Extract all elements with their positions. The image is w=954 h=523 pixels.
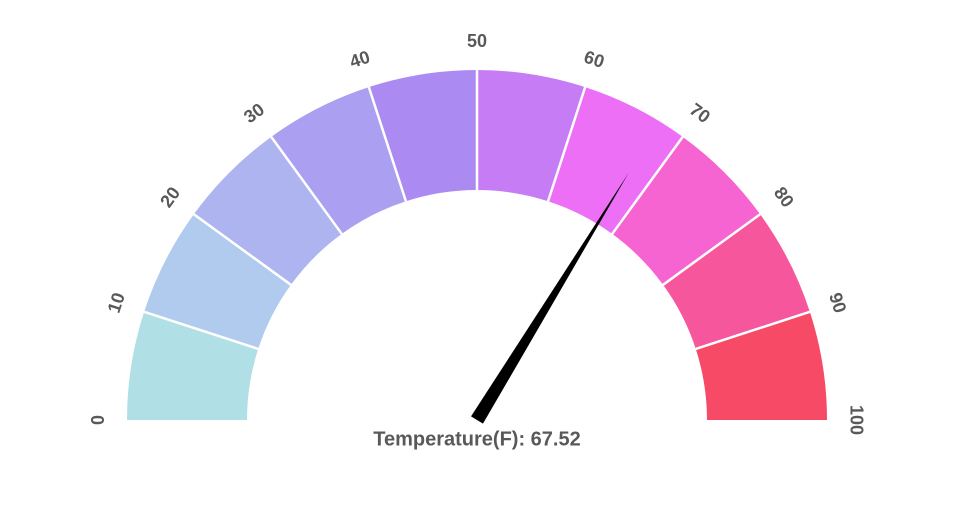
gauge-tick-label: 60 bbox=[582, 47, 607, 72]
gauge-needle bbox=[471, 173, 629, 424]
gauge-tick-label: 70 bbox=[686, 99, 714, 127]
gauge-tick-label: 40 bbox=[347, 47, 372, 72]
gauge-tick-label: 80 bbox=[770, 183, 798, 211]
gauge-tick-label: 0 bbox=[88, 415, 108, 425]
gauge-tick-label: 100 bbox=[846, 405, 866, 435]
gauge-value-label: Temperature(F): 67.52 bbox=[373, 429, 580, 451]
gauge-tick-label: 10 bbox=[104, 290, 129, 315]
gauge-tick-label: 90 bbox=[825, 290, 850, 315]
gauge-tick-label: 50 bbox=[467, 31, 487, 51]
gauge-tick-label: 30 bbox=[240, 99, 268, 127]
gauge-tick-label: 20 bbox=[156, 183, 184, 211]
temperature-gauge: 0 10 20 30 40 50 60 70 80 90 100 Temperature(F): 6… bbox=[0, 0, 954, 523]
gauge-needle-polygon bbox=[471, 173, 629, 424]
